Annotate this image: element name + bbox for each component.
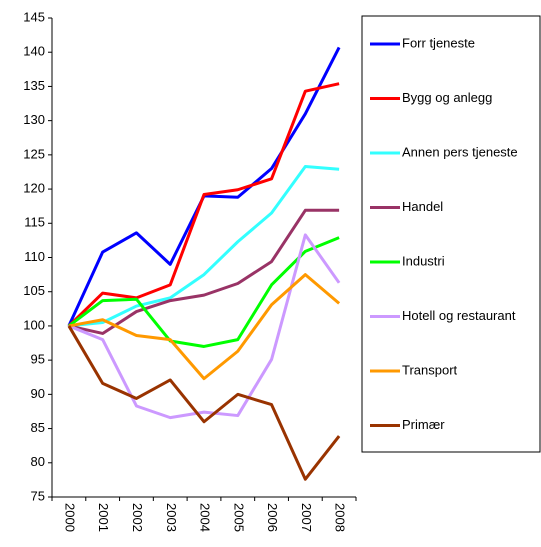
legend-label: Handel [402,199,443,214]
legend-label: Transport [402,362,458,377]
x-tick-label: 2003 [164,503,179,532]
y-tick-label: 115 [24,215,45,230]
y-tick-label: 80 [31,454,45,469]
x-tick-label: 2002 [130,503,145,532]
y-tick-label: 75 [31,488,45,503]
legend-label: Bygg og anlegg [402,90,492,105]
line-series [67,82,340,328]
y-tick-label: 135 [23,78,45,93]
legend-label: Industri [402,253,445,268]
line-series [68,273,341,381]
y-tick-label: 90 [31,386,45,401]
line-series [68,164,340,328]
x-tick-label: 2001 [96,503,111,532]
y-tick-label: 110 [24,249,45,264]
y-tick-label: 140 [23,44,45,59]
y-tick-label: 105 [23,283,45,298]
y-tick-label: 100 [23,317,45,332]
legend-label: Annen pers tjeneste [402,144,518,159]
line-series [67,236,340,348]
legend-box [361,15,541,453]
y-tick-label: 120 [23,181,45,196]
x-tick-label: 2006 [265,503,280,532]
y-tick-label: 95 [31,352,45,367]
legend-label: Hotell og restaurant [402,308,516,323]
x-tick-label: 2004 [198,503,213,532]
x-tick-label: 2008 [333,503,348,532]
x-tick-label: 2005 [231,503,246,532]
line-series [67,325,341,481]
y-tick-label: 85 [31,420,45,435]
x-tick-label: 2007 [299,503,314,532]
legend-label: Forr tjeneste [402,35,475,50]
y-tick-label: 130 [23,112,45,127]
x-tick-label: 2000 [62,503,77,532]
line-series [68,233,341,420]
y-tick-label: 145 [23,9,45,24]
legend-label: Primær [402,417,445,432]
y-tick-label: 125 [23,146,45,161]
